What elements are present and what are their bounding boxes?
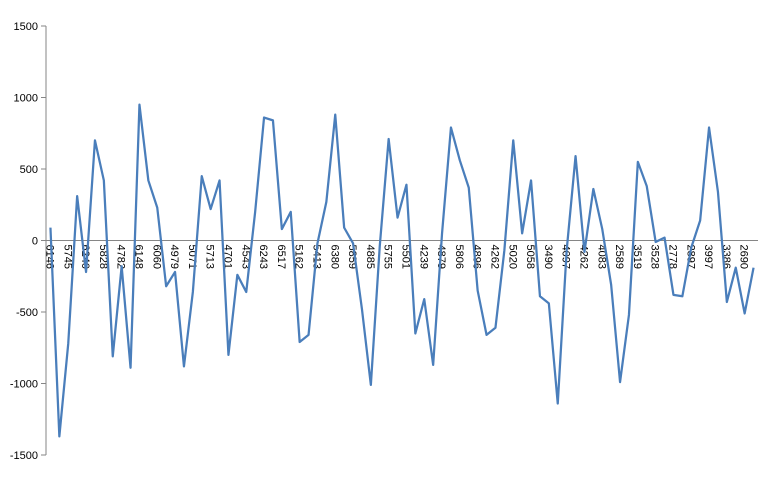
- x-tick-label: 6380: [328, 245, 340, 269]
- x-tick-label: 6517: [275, 245, 287, 269]
- x-tick-label: 4896: [471, 245, 483, 269]
- x-tick-label: 3519: [631, 245, 643, 269]
- x-tick-label: 3490: [542, 245, 554, 269]
- y-tick-label: 1500: [14, 21, 38, 33]
- x-tick-label: 5828: [97, 245, 109, 269]
- x-tick-label: 4979: [168, 245, 180, 269]
- x-tick-label: 6243: [257, 245, 269, 269]
- x-tick-label: 5020: [506, 245, 518, 269]
- x-tick-label: 3528: [649, 245, 661, 269]
- x-tick-label: 4543: [239, 245, 251, 269]
- x-tick-label: 4782: [115, 245, 127, 269]
- x-tick-label: 5162: [293, 245, 305, 269]
- y-tick-label: 0: [32, 236, 38, 248]
- x-tick-label: 5755: [382, 245, 394, 269]
- x-tick-label: 4083: [595, 245, 607, 269]
- x-tick-label: 5806: [453, 245, 465, 269]
- x-tick-label: 6146: [43, 245, 55, 269]
- y-tick-label: -1500: [10, 450, 38, 462]
- x-tick-label: 5745: [61, 245, 73, 269]
- y-tick-label: 500: [20, 164, 38, 176]
- x-tick-label: 4262: [488, 245, 500, 269]
- x-tick-label: 4262: [577, 245, 589, 269]
- x-tick-label: 4239: [417, 245, 429, 269]
- y-tick-label: 1000: [14, 93, 38, 105]
- x-tick-label: 5058: [524, 245, 536, 269]
- y-tick-label: -500: [16, 307, 38, 319]
- x-tick-label: 4885: [364, 245, 376, 269]
- y-tick-label: -1000: [10, 379, 38, 391]
- x-tick-label: 3997: [702, 245, 714, 269]
- x-tick-label: 2690: [738, 245, 750, 269]
- x-tick-label: 6060: [150, 245, 162, 269]
- x-tick-label: 5501: [399, 245, 411, 269]
- data-line: [49, 103, 755, 438]
- x-tick-label: 5713: [204, 245, 216, 269]
- x-tick-label: 2589: [613, 245, 625, 269]
